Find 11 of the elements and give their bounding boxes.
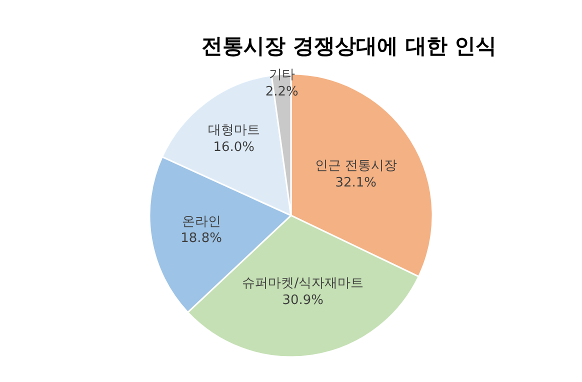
data-label: 2.2% [265,84,298,100]
slice-label: 기타 [268,67,295,82]
data-label: 32.1% [335,176,377,191]
data-label: 18.8% [180,231,222,246]
slice-label: 인근 전통시장 [314,158,397,174]
slice-label: 대형마트 [208,122,260,138]
slice-label: 슈퍼마켓/식자재마트 [242,276,364,292]
data-label: 16.0% [213,140,255,155]
chart-title: 전통시장 경쟁상대에 대한 인식 [202,34,497,58]
slice-label: 온라인 [182,214,221,230]
data-label: 30.9% [282,293,324,308]
